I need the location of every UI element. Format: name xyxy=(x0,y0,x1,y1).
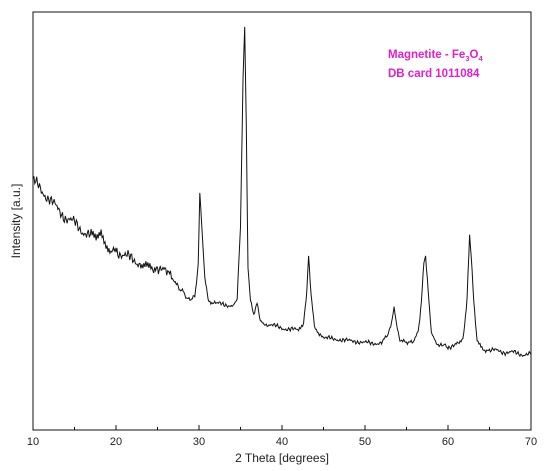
x-tick-label: 20 xyxy=(110,436,122,448)
x-axis-ticks xyxy=(32,425,532,430)
x-tick-label: 10 xyxy=(27,436,39,448)
diffraction-pattern-line xyxy=(32,26,532,358)
x-axis-tick-labels: 10 20 30 40 50 60 70 xyxy=(27,436,537,448)
x-tick-label: 30 xyxy=(193,436,205,448)
y-axis-title: Intensity [a.u.] xyxy=(9,184,23,259)
x-axis-title: 2 Theta [degrees] xyxy=(235,451,329,465)
formula-subscript-4: 4 xyxy=(478,54,483,63)
x-tick-label: 50 xyxy=(359,436,371,448)
db-card-annotation: DB card 1011084 xyxy=(388,68,480,80)
formula-oxygen: O xyxy=(469,49,478,61)
x-tick-label: 40 xyxy=(276,436,288,448)
phase-annotation: Magnetite - Fe3O4 xyxy=(388,49,483,63)
x-tick-label: 60 xyxy=(442,436,454,448)
x-tick-label: 70 xyxy=(525,436,537,448)
formula-subscript-3: 3 xyxy=(465,54,469,63)
